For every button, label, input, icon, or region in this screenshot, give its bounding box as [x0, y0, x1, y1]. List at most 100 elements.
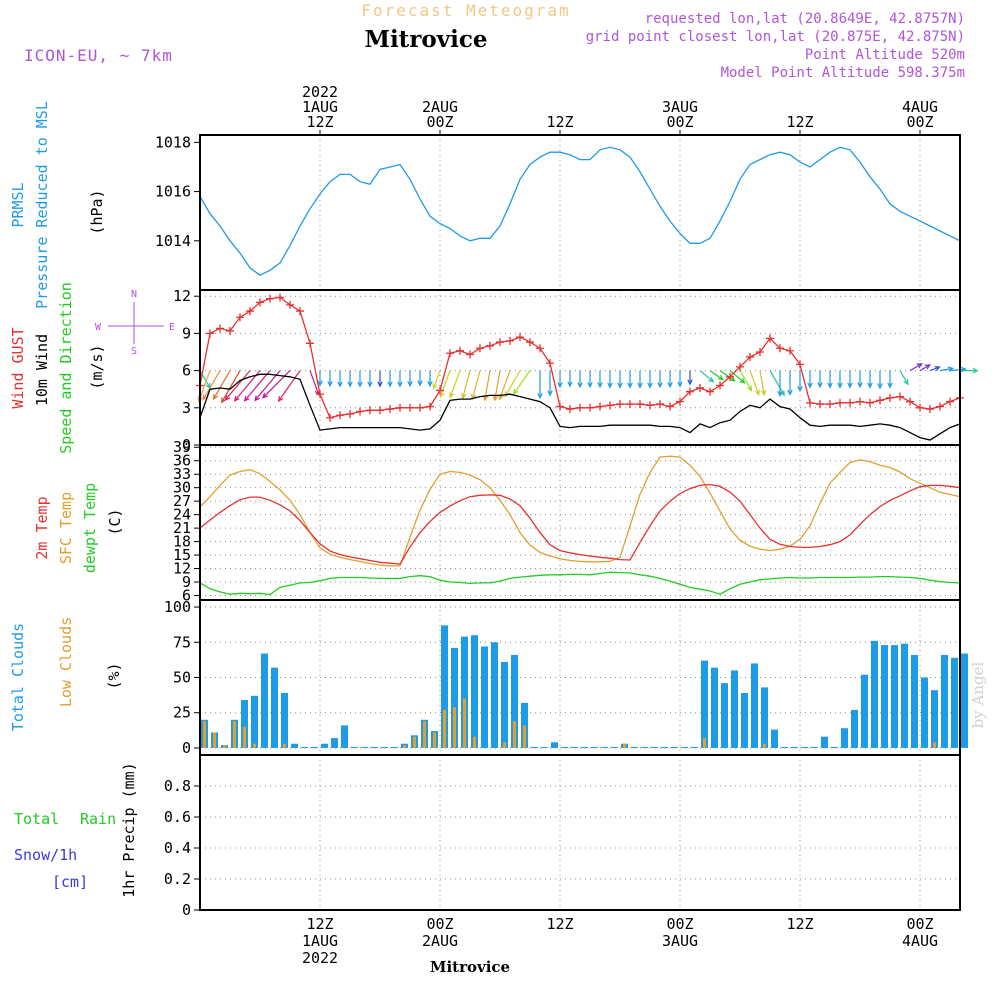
low-cloud-bar: [423, 721, 426, 748]
gust-marker: [326, 413, 334, 422]
total-cloud-bar: [721, 683, 728, 748]
wind-panel: 0 3 6 9 12: [173, 287, 979, 454]
gust-marker: [426, 402, 434, 411]
hourly-precip-label: 1hr Precip (mm): [120, 762, 138, 897]
wind-gust-line: [199, 296, 961, 419]
low-cloud-bar: [433, 732, 436, 748]
gust-marker: [876, 396, 884, 405]
gust-marker: [696, 383, 704, 392]
wind-10m-line: [199, 373, 961, 441]
low-cloud-bar: [223, 745, 226, 748]
sfc-temp-label: SFC Temp: [57, 492, 75, 564]
pressure-labels: PRMSL Pressure Reduced to MSL (hPa): [9, 101, 106, 309]
temp-ytick-label-3: 15: [173, 546, 191, 564]
gust-marker: [616, 400, 624, 409]
wind-arrow: [919, 364, 931, 372]
temp-ytick-label-2: 12: [173, 560, 191, 578]
wind-arrow: [687, 370, 693, 386]
clouds-panel: 0 25 50 75 100: [164, 598, 968, 757]
total-cloud-bar: [651, 746, 658, 748]
model-label: ICON-EU, ~ 7km: [24, 46, 173, 65]
total-cloud-bar: [391, 746, 398, 748]
wind-arrow: [617, 370, 623, 389]
wind-gust-label: Wind GUST: [9, 327, 27, 408]
total-precip-label: Total: [14, 810, 59, 828]
gust-marker: [436, 386, 444, 395]
wind-arrow: [677, 370, 683, 388]
gust-marker: [806, 398, 814, 407]
total-cloud-bar: [911, 654, 918, 748]
wind-arrow: [807, 370, 813, 389]
low-cloud-bar: [703, 738, 706, 748]
temp-ytick-label-8: 30: [173, 479, 191, 497]
total-cloud-bar: [921, 677, 928, 748]
low-cloud-bar: [513, 721, 516, 748]
bottom-location: Mitrovice: [430, 958, 510, 976]
percent-unit-label: (%): [105, 662, 123, 689]
wind-arrow: [337, 370, 343, 388]
gust-marker: [856, 397, 864, 406]
gust-marker: [786, 346, 794, 355]
gust-marker: [336, 411, 344, 420]
clouds-ytick-label-3: 75: [173, 633, 191, 651]
total-cloud-bar: [441, 625, 448, 748]
gust-marker: [826, 400, 834, 409]
gust-marker: [636, 400, 644, 409]
gust-marker: [246, 307, 254, 316]
wind-arrow: [504, 370, 521, 398]
gust-marker: [676, 397, 684, 406]
gust-marker: [726, 372, 734, 381]
gust-marker: [776, 344, 784, 353]
gust-marker: [556, 402, 564, 411]
total-cloud-bar: [791, 746, 798, 748]
gust-marker: [896, 392, 904, 401]
temp-ytick-label-0: 6: [182, 587, 191, 605]
wind-arrow: [277, 370, 301, 403]
total-cloud-bar: [371, 746, 378, 748]
total-cloud-bar: [461, 636, 468, 748]
bottom-axis-label-0-0: 12Z: [306, 915, 333, 933]
total-cloud-bar: [951, 657, 958, 748]
cm-unit-label: [cm]: [52, 873, 88, 891]
total-cloud-bar: [821, 736, 828, 748]
precip-ytick-label-1: 0.2: [164, 870, 191, 888]
total-cloud-bar: [811, 746, 818, 748]
gust-marker: [886, 393, 894, 402]
gust-marker: [816, 400, 824, 409]
total-cloud-bar: [711, 667, 718, 748]
temp-2m-line: [199, 483, 961, 565]
pressure-ytick-label-1: 1016: [155, 183, 191, 201]
total-cloud-bar: [321, 743, 328, 748]
top-axis-label-1-1: 00Z: [426, 113, 453, 131]
wind-arrow: [719, 370, 736, 382]
low-cloud-bar: [763, 743, 766, 748]
precip-ytick-label-4: 0.8: [164, 777, 191, 795]
wind-labels: Wind GUST 10m Wind Speed and Direction (…: [9, 282, 175, 454]
wind-arrow: [627, 370, 633, 389]
compass-rose: N S W E: [95, 289, 175, 357]
total-cloud-bar: [301, 746, 308, 748]
total-cloud-bar: [631, 746, 638, 748]
gust-marker: [486, 341, 494, 350]
wind-arrow: [512, 370, 531, 395]
rain-label: Rain: [80, 810, 116, 828]
bottom-axis-label-1-1: 2AUG: [422, 932, 458, 950]
model-point-altitude: Model Point Altitude 598.375m: [721, 65, 965, 81]
low-cloud-bar: [253, 743, 256, 748]
pressure-ytick-label-2: 1018: [155, 133, 191, 151]
clouds-ytick-label-2: 50: [173, 669, 191, 687]
total-cloud-bar: [601, 746, 608, 748]
gust-marker: [236, 313, 244, 322]
temp-ytick-label-5: 21: [173, 519, 191, 537]
total-cloud-bar: [311, 746, 318, 748]
wind-arrow: [960, 367, 979, 374]
dewpt-line: [199, 571, 961, 596]
gust-marker: [366, 406, 374, 415]
wind-ytick-label-4: 12: [173, 287, 191, 305]
total-cloud-bar: [931, 690, 938, 748]
gust-marker: [266, 294, 274, 303]
wind-arrow: [817, 370, 823, 389]
temp-ytick-label-7: 27: [173, 492, 191, 510]
wind-arrow: [327, 370, 333, 388]
